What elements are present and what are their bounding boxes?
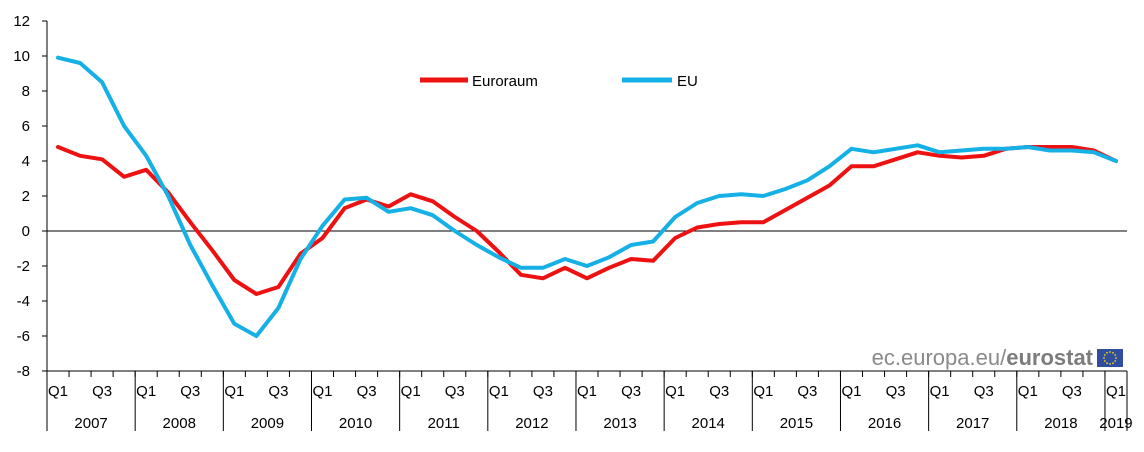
x-year-label: 2017 [956,415,989,432]
watermark-brand: eurostat [1006,345,1093,370]
x-quarter-label: Q1 [841,383,861,400]
x-quarter-label: Q1 [401,383,421,400]
y-tick-label: 0 [22,223,30,240]
x-quarter-label: Q1 [136,383,156,400]
watermark-site: ec.europa.eu/ [872,345,1007,370]
legend-label-eu: EU [677,73,698,90]
x-quarter-label: Q3 [974,383,994,400]
y-tick-label: -4 [17,293,30,310]
x-quarter-label: Q1 [930,383,950,400]
y-tick-label: -8 [17,363,30,380]
x-year-label: 2019 [1099,415,1132,432]
x-quarter-label: Q1 [48,383,68,400]
x-quarter-label: Q1 [1018,383,1038,400]
y-tick-label: 12 [13,13,30,30]
x-quarter-label: Q1 [665,383,685,400]
x-axis: Q1 Q3 Q1 Q3 Q1 Q3 Q1 Q3 Q1 Q3 Q1 Q3 Q1 Q3 Q1 Q3 Q1 Q3 Q1 Q3… [46,230,1133,432]
x-year-label: 2010 [339,415,372,432]
x-quarter-label: Q3 [445,383,465,400]
y-axis-ticks [42,20,48,372]
x-quarter-label: Q3 [92,383,112,400]
eurostat-watermark: ec.europa.eu/eurostat [872,345,1123,370]
x-year-label: 2012 [515,415,548,432]
y-axis-labels: 12 10 8 6 4 2 0 -2 -4 -6 -8 [13,13,30,380]
x-quarter-label: Q3 [180,383,200,400]
y-tick-label: 6 [22,118,30,135]
legend: Euroraum EU [420,73,698,90]
x-quarter-label: Q1 [313,383,333,400]
x-quarter-label: Q1 [489,383,509,400]
eu-flag-icon [1097,349,1123,367]
x-quarter-label: Q1 [577,383,597,400]
y-tick-label: 4 [22,153,30,170]
legend-label-euroraum: Euroraum [472,73,538,90]
series-lines [56,55,1118,338]
y-tick-label: -2 [17,258,30,275]
x-quarter-label: Q3 [1062,383,1082,400]
x-year-label: 2016 [868,415,901,432]
x-quarter-label: Q3 [621,383,641,400]
x-quarter-label: Q3 [797,383,817,400]
x-quarter-label: Q3 [268,383,288,400]
series-line-euroraum [56,145,1118,296]
y-tick-label: 2 [22,188,30,205]
watermark-text: ec.europa.eu/eurostat [872,345,1094,370]
series-line-eu [56,55,1118,338]
x-quarter-label: Q3 [533,383,553,400]
x-quarter-label: Q3 [709,383,729,400]
x-year-label: 2018 [1044,415,1077,432]
x-quarter-label: Q3 [886,383,906,400]
x-quarter-label: Q1 [753,383,773,400]
x-quarter-label: Q1 [224,383,244,400]
x-year-label: 2008 [163,415,196,432]
x-year-label: 2015 [780,415,813,432]
x-quarter-label: Q3 [357,383,377,400]
y-tick-label: 8 [22,83,30,100]
x-year-label: 2013 [603,415,636,432]
y-tick-label: -6 [17,328,30,345]
x-quarter-label: Q1 [1106,383,1126,400]
x-year-label: 2014 [692,415,725,432]
x-year-label: 2011 [428,415,460,432]
y-tick-label: 10 [13,48,30,65]
x-year-label: 2007 [74,415,107,432]
x-year-label: 2009 [251,415,284,432]
